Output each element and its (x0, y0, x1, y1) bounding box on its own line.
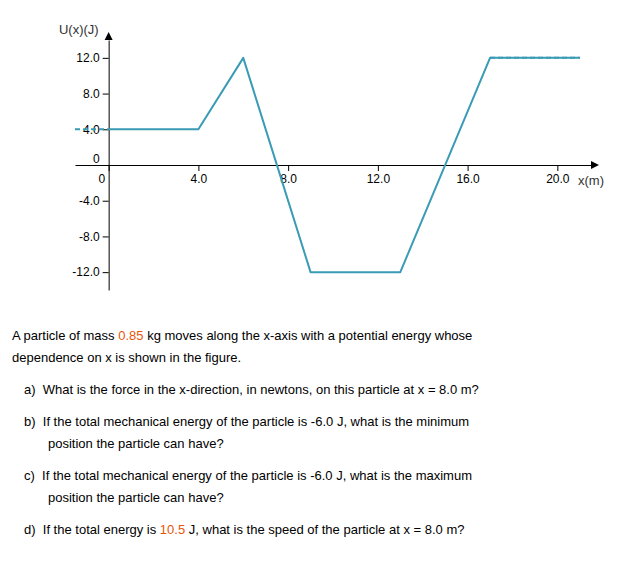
text-segment: kg moves along the x-axis with a potenti… (144, 328, 473, 343)
y-tick: 8.0 (83, 87, 109, 101)
series-line (75, 128, 109, 130)
y-tick-mark (103, 272, 109, 273)
text-segment: 10.5 (160, 522, 185, 537)
x-tick-mark (468, 165, 469, 171)
text-segment: c) If the total mechanical energy of the… (24, 468, 472, 483)
y-axis-line (109, 41, 110, 291)
text-line: c) If the total mechanical energy of the… (24, 468, 472, 483)
y-tick-label: -8.0 (79, 230, 100, 244)
x-tick-label: 16.0 (456, 172, 480, 186)
text-line: A particle of mass 0.85 kg moves along t… (12, 328, 472, 343)
text-line: d) If the total energy is 10.5 J, what i… (24, 522, 464, 537)
y-axis-title: U(x)(J) (59, 22, 99, 37)
chart: 04.08.012.016.020.0-12.0-8.0-4.004.08.01… (0, 0, 622, 576)
x-axis-arrow (591, 161, 599, 169)
x-tick: 4.0 (191, 165, 208, 186)
y-tick: 12.0 (76, 51, 108, 65)
x-tick: 0 (98, 165, 109, 186)
text-line: position the particle can have? (48, 436, 224, 451)
y-tick-label: -12.0 (72, 265, 100, 279)
x-tick-mark (288, 165, 289, 171)
y-tick-mark (103, 165, 109, 166)
x-axis-title: x(m) (578, 173, 604, 188)
series-line (109, 58, 580, 272)
x-tick-label: 0 (98, 172, 105, 186)
y-tick: -8.0 (79, 230, 109, 244)
text-line: dependence on x is shown in the figure. (12, 350, 241, 365)
x-tick-label: 4.0 (191, 172, 208, 186)
series-line (490, 57, 580, 59)
text-segment: J, what is the speed of the particle at … (185, 522, 464, 537)
x-tick-mark (378, 165, 379, 171)
text-line: b) If the total mechanical energy of the… (24, 414, 469, 429)
x-tick: 12.0 (367, 165, 391, 186)
text-segment: d) If the total energy is (24, 522, 160, 537)
text-segment: a) What is the force in the x-direction,… (24, 382, 479, 397)
x-tick-label: 12.0 (367, 172, 391, 186)
x-axis-line (76, 165, 592, 166)
x-tick: 16.0 (456, 165, 480, 186)
problem-text: A particle of mass 0.85 kg moves along t… (12, 328, 479, 537)
x-tick-mark (198, 165, 199, 171)
x-tick: 20.0 (546, 165, 570, 186)
text-line: position the particle can have? (48, 490, 224, 505)
y-axis-arrow (105, 32, 113, 40)
y-tick: -12.0 (72, 265, 108, 279)
y-tick-label: 8.0 (83, 87, 100, 101)
y-tick: -4.0 (79, 194, 109, 208)
text-segment: b) If the total mechanical energy of the… (24, 414, 469, 429)
y-tick-label: 12.0 (76, 51, 100, 65)
y-tick-mark (103, 94, 109, 95)
text-segment: 0.85 (118, 328, 143, 343)
x-tick-mark (557, 165, 558, 171)
y-tick-label: 0 (93, 152, 100, 166)
y-tick-mark (103, 201, 109, 202)
text-line: a) What is the force in the x-direction,… (24, 382, 479, 397)
x-tick-label: 20.0 (546, 172, 570, 186)
x-axis: 04.08.012.016.020.0 (76, 165, 592, 186)
text-segment: A particle of mass (12, 328, 118, 343)
plot-area (75, 58, 580, 272)
text-segment: dependence on x is shown in the figure. (12, 350, 241, 365)
y-tick-mark (103, 236, 109, 237)
y-tick-label: -4.0 (79, 194, 100, 208)
y-axis: -12.0-8.0-4.004.08.012.0 (72, 41, 109, 291)
text-segment: position the particle can have? (48, 436, 224, 451)
text-segment: position the particle can have? (48, 490, 224, 505)
y-tick-mark (103, 58, 109, 59)
y-tick: 0 (93, 152, 109, 166)
axis-arrows (105, 32, 599, 169)
